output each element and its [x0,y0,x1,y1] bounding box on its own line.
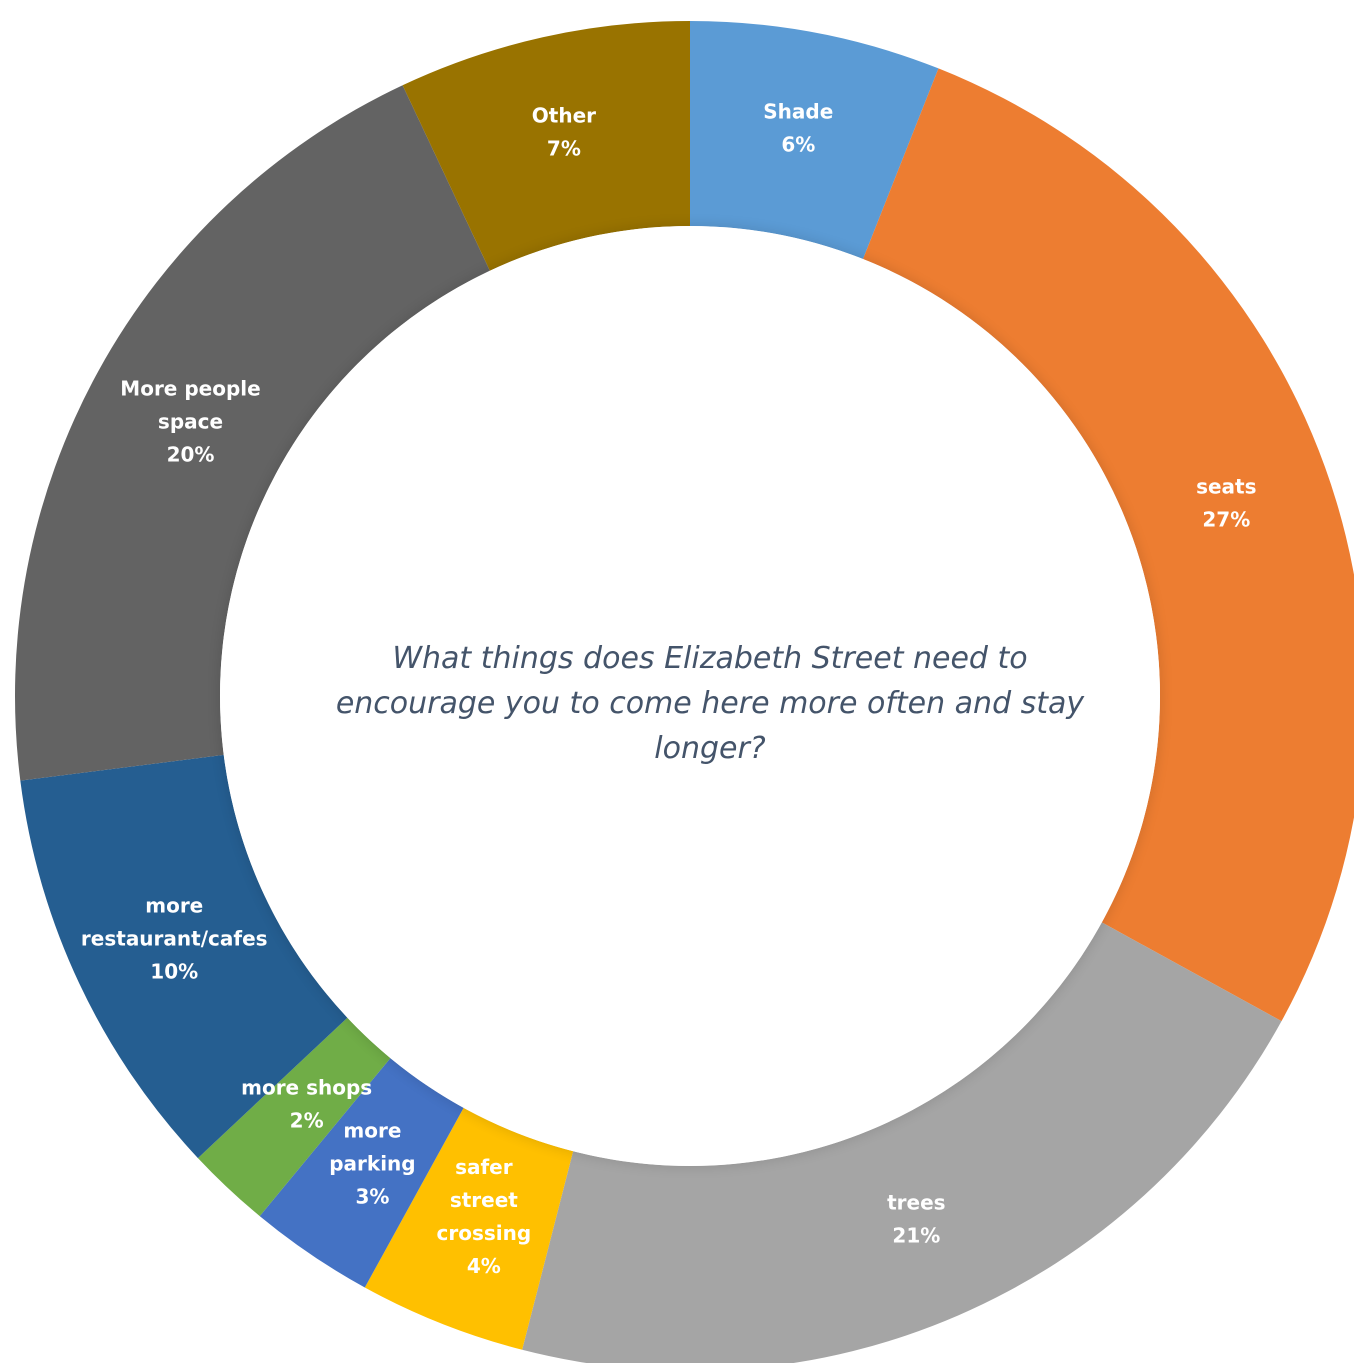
doughnut-hole [220,226,1160,1166]
slice-more-restaurant-cafes [20,754,348,1159]
slice-name-line: street [450,1188,518,1212]
slice-name-line: more shops [241,1076,372,1100]
slice-percent: 2% [290,1109,324,1133]
slice-percent: 3% [355,1184,389,1208]
slice-label-more-parking: more parking 3% [329,1118,415,1208]
slice-label-shade: Shade 6% [763,100,833,157]
slice-percent: 27% [1202,507,1250,531]
slice-name-line: space [158,409,223,433]
slice-name-line: parking [329,1151,415,1175]
slice-percent: 4% [467,1254,501,1278]
slice-more-shops [197,1017,391,1217]
slice-trees [522,922,1282,1363]
slice-name-line: seats [1196,474,1256,498]
slice-label-other: Other 7% [532,103,596,160]
chart-title: What things does Elizabeth Street need t… [335,641,1085,766]
doughnut-slices [14,21,1354,1363]
slice-name-line: more [145,894,203,918]
slice-name-line: more [343,1118,401,1142]
slice-percent: 6% [781,133,815,157]
slice-percent: 10% [150,960,198,984]
slice-label-more-restaurant-cafes: more restaurant/cafes 10% [81,894,268,984]
slice-more-people-space [14,85,490,781]
slice-name-line: Other [532,103,596,127]
slice-label-trees: trees 21% [887,1191,945,1248]
slice-label-safer-street-crossing: safer street crossing 4% [437,1155,532,1278]
slice-seats [863,68,1354,1022]
slice-percent: 20% [167,442,215,466]
slice-name-line: trees [887,1191,945,1215]
slice-other [402,21,690,271]
slice-name-line: safer [455,1155,513,1179]
slice-label-more-shops: more shops 2% [241,1076,372,1133]
slice-safer-street-crossing [364,1107,574,1350]
slice-label-more-people-space: More people space 20% [120,376,260,466]
slice-percent: 7% [547,136,581,160]
slice-name-line: restaurant/cafes [81,927,268,951]
slice-shade [690,21,939,260]
slice-name-line: crossing [437,1221,532,1245]
slice-name-line: Shade [763,100,833,124]
slice-more-parking [259,1058,464,1288]
slice-percent: 21% [892,1224,940,1248]
slice-label-seats: seats 27% [1196,474,1256,531]
slice-labels: Shade 6% seats 27% trees 21% safer street crossi… [81,100,1257,1278]
slice-name-line: More people [120,376,260,400]
